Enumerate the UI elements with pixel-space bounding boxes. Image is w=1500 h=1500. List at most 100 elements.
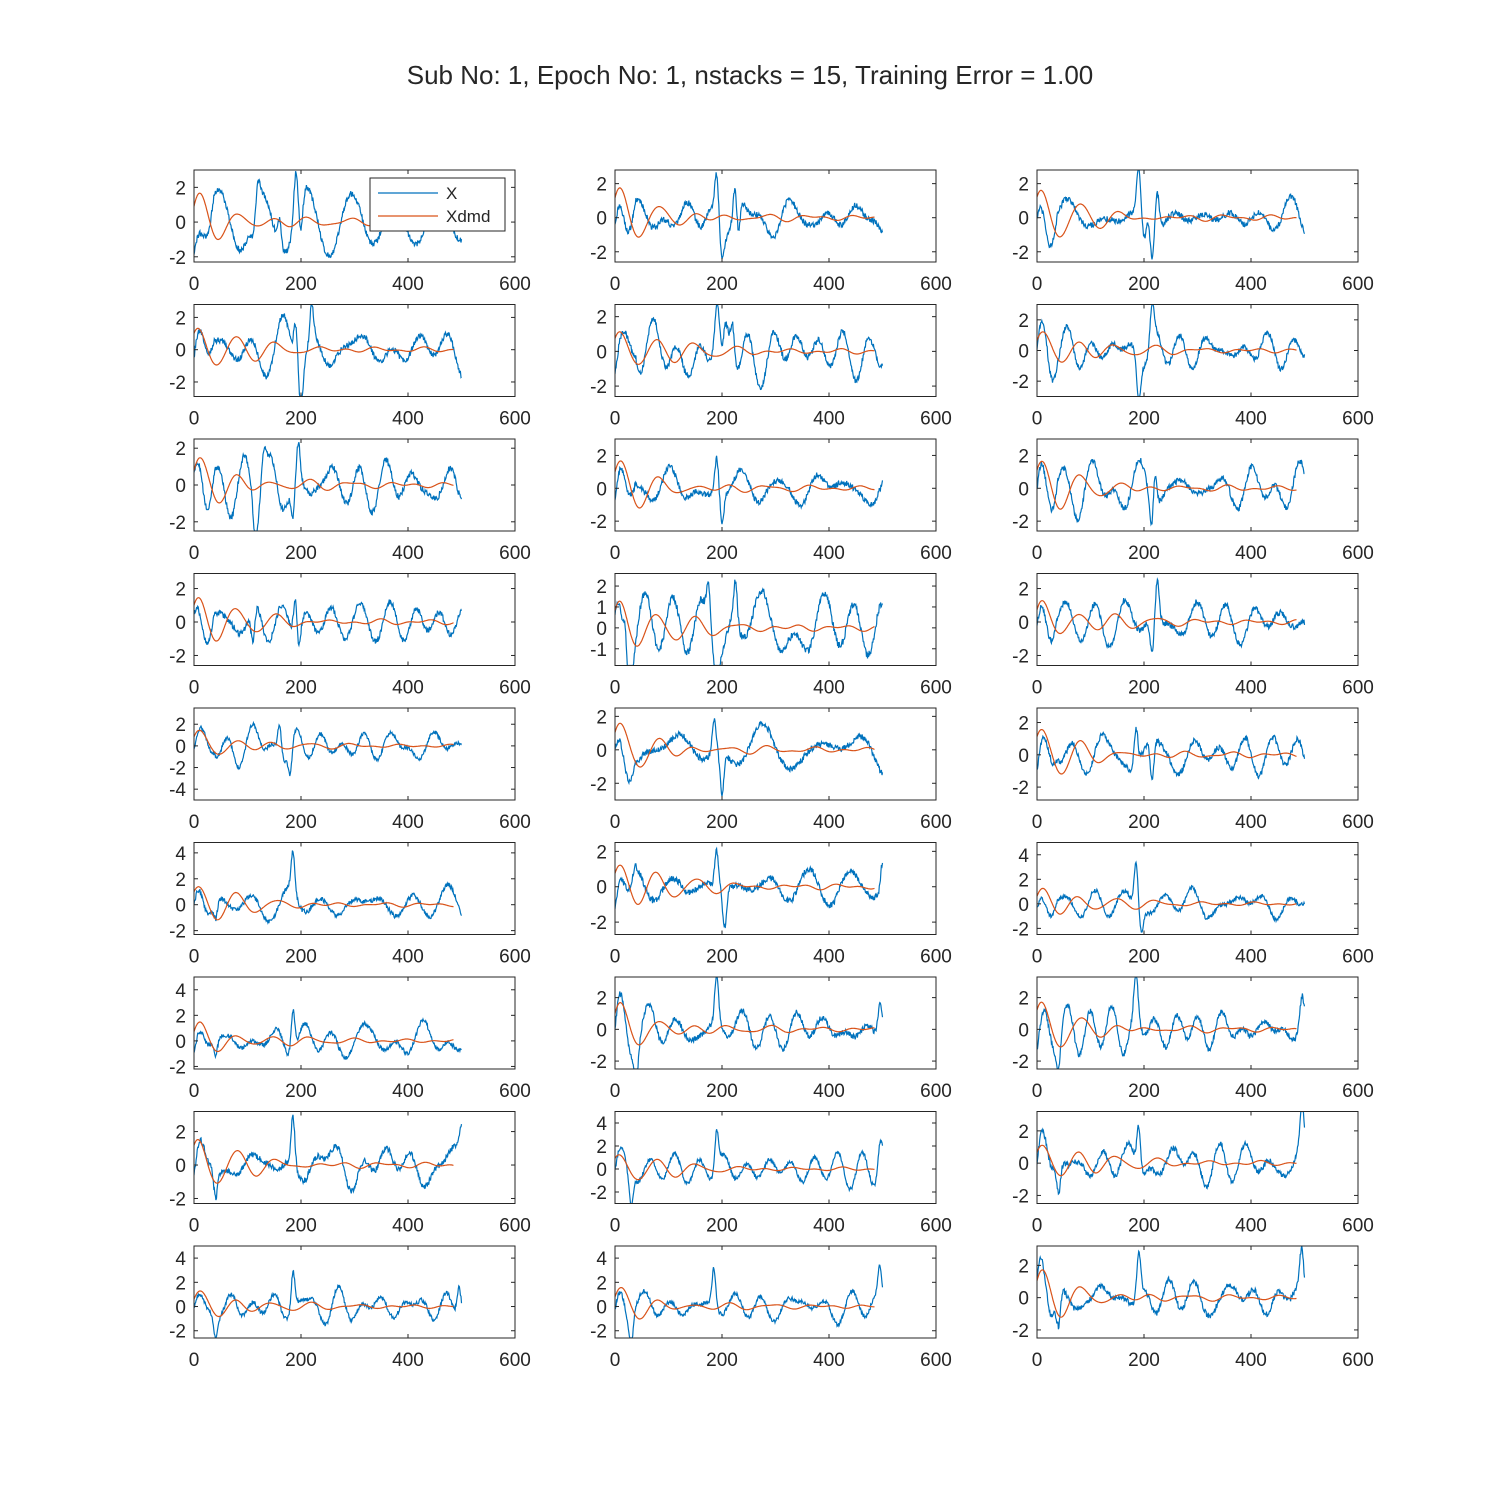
x-tick-label: 200 [706,1216,738,1237]
x-tick-label: 200 [706,947,738,968]
y-tick-label: 0 [1018,746,1029,767]
series-line-Xdmd [194,1290,454,1318]
x-tick-label: 400 [1235,947,1267,968]
subplot-22: 0 200 400 600-202 [169,1111,531,1237]
subplot-4: 0 200 400 600-202 [169,304,531,430]
subplot-27: 0 200 400 600-202 [1012,1245,1374,1371]
series-line-X [615,304,884,391]
x-tick-label: 0 [189,409,200,430]
y-tick-label: 0 [175,896,186,917]
y-tick-label: 2 [175,715,186,736]
subplot-24: 0 200 400 600-202 [1012,1111,1374,1237]
axes-box [614,842,937,935]
series-line-X [615,172,884,259]
y-tick-label: -2 [169,922,186,943]
axes-box [614,1245,937,1339]
y-tick-label: -2 [590,1322,607,1343]
x-tick-label: 0 [1032,1081,1043,1102]
subplot-lines [194,1269,463,1338]
x-tick-label: 200 [285,812,317,833]
x-tick-label: 600 [1342,543,1374,564]
series-line-Xdmd [194,457,454,504]
x-tick-label: 0 [610,1350,621,1371]
series-line-X [615,579,884,666]
y-tick-label: 4 [1018,846,1029,867]
x-tick-label: 400 [813,1081,845,1102]
y-tick-label: 2 [1018,446,1029,467]
axes-box [1036,976,1359,1070]
y-tick-label: 2 [175,870,186,891]
x-tick-label: 200 [1128,409,1160,430]
x-tick-label: 0 [1032,274,1043,295]
y-tick-label: -2 [1012,1321,1029,1342]
y-tick-label: -2 [590,774,607,795]
series-line-X [194,720,463,777]
x-tick-label: 400 [813,678,845,699]
x-tick-label: 600 [1342,409,1374,430]
series-line-X [1037,458,1305,527]
subplot-21: 0 200 400 600-202 [1012,976,1374,1102]
subplot-20: 0 200 400 600-202 [590,976,952,1102]
x-tick-label: 200 [285,1081,317,1102]
x-tick-label: 0 [189,947,200,968]
x-tick-label: 0 [610,274,621,295]
y-tick-label: 0 [596,619,607,640]
series-line-X [1037,304,1306,397]
x-tick-label: 400 [1235,678,1267,699]
y-tick-label: 2 [596,175,607,196]
x-tick-label: 600 [1342,1081,1374,1102]
subplot-lines [194,1009,462,1060]
series-line-X [615,977,884,1069]
series-line-Xdmd [615,187,875,238]
y-tick-label: -2 [169,1189,186,1210]
x-tick-label: 0 [1032,1350,1043,1371]
series-line-X [194,304,462,397]
x-tick-label: 200 [1128,1081,1160,1102]
y-tick-label: 2 [596,842,607,863]
x-tick-label: 400 [392,274,424,295]
y-tick-label: -2 [1012,372,1029,393]
y-tick-label: 2 [175,308,186,329]
x-tick-label: 600 [499,1216,531,1237]
axes-box [1036,707,1359,801]
x-tick-label: 0 [610,543,621,564]
x-tick-label: 400 [392,409,424,430]
y-tick-label: 0 [175,1298,186,1319]
x-tick-label: 600 [499,274,531,295]
series-line-X [615,455,884,525]
y-tick-label: 2 [175,178,186,199]
x-tick-label: 200 [706,812,738,833]
x-tick-label: 600 [499,1350,531,1371]
subplot-lines [615,718,884,797]
series-line-X [1037,726,1306,781]
subplot-2: 0 200 400 600-202 [590,169,952,295]
y-tick-label: 0 [596,209,607,230]
x-tick-label: 200 [285,1350,317,1371]
x-tick-label: 600 [499,1081,531,1102]
y-tick-label: -2 [1012,646,1029,667]
y-tick-label: -2 [169,248,186,269]
axes-box [1036,1111,1359,1204]
subplot-8: 0 200 400 600-202 [590,438,952,564]
series-line-Xdmd [615,331,875,365]
x-tick-label: 400 [392,947,424,968]
x-tick-label: 400 [392,678,424,699]
subplot-lines [194,597,463,648]
y-tick-label: -2 [1012,1186,1029,1207]
series-line-Xdmd [615,600,875,647]
y-tick-label: -2 [169,373,186,394]
x-tick-label: 0 [189,274,200,295]
legend-label-X: X [446,184,457,203]
x-tick-label: 600 [920,1350,952,1371]
x-tick-label: 0 [610,678,621,699]
y-tick-label: 0 [175,341,186,362]
axes-box [193,842,516,935]
x-tick-label: 600 [920,274,952,295]
subplot-lines [194,442,463,531]
y-tick-label: 2 [175,580,186,601]
subplot-3: 0 200 400 600-202 [1012,169,1374,295]
y-tick-label: 1 [596,598,607,619]
x-tick-label: 0 [610,1216,621,1237]
x-tick-label: 0 [189,1216,200,1237]
